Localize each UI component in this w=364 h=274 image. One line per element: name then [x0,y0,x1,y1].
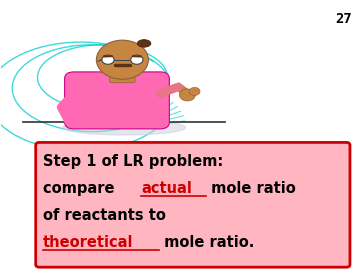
Circle shape [102,55,114,64]
Text: compare: compare [43,181,119,196]
Text: Step 1 of LR problem:: Step 1 of LR problem: [43,154,223,169]
Ellipse shape [137,40,151,47]
Ellipse shape [63,120,186,135]
Text: actual: actual [141,181,192,196]
Text: theoretical: theoretical [43,235,134,250]
Circle shape [179,89,195,101]
FancyBboxPatch shape [36,142,350,267]
Circle shape [189,87,200,96]
Text: mole ratio: mole ratio [206,181,296,196]
FancyBboxPatch shape [64,72,169,129]
Text: of reactants to: of reactants to [43,208,166,223]
FancyBboxPatch shape [110,69,135,83]
Text: 27: 27 [335,12,352,26]
Circle shape [96,40,149,79]
Circle shape [131,55,143,64]
Text: mole ratio.: mole ratio. [159,235,254,250]
